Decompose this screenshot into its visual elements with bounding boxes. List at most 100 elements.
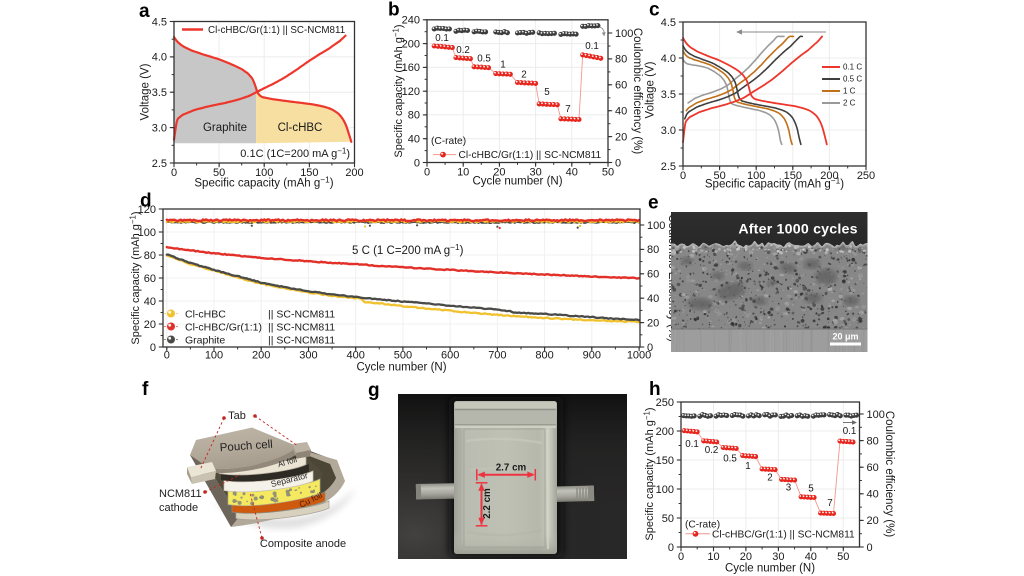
svg-text:1 C: 1 C: [843, 87, 856, 96]
svg-text:0.5: 0.5: [477, 54, 491, 65]
svg-text:2.2 cm: 2.2 cm: [482, 488, 493, 519]
svg-text:Coulombic efficiency (%): Coulombic efficiency (%): [883, 411, 895, 538]
svg-text:Graphite: Graphite: [203, 122, 247, 134]
svg-text:Specific capacity (mAh g−1): Specific capacity (mAh g−1): [391, 24, 405, 157]
svg-text:Cycle number (N): Cycle number (N): [356, 362, 446, 374]
svg-text:0.1: 0.1: [685, 439, 699, 450]
svg-text:Coulombic efficiency (%): Coulombic efficiency (%): [631, 28, 643, 155]
svg-text:c: c: [649, 0, 660, 21]
svg-text:800: 800: [535, 350, 553, 362]
svg-text:0.1C (1C=200 mA g−1): 0.1C (1C=200 mA g−1): [240, 146, 350, 160]
svg-text:3.5: 3.5: [152, 87, 167, 99]
svg-text:3.0: 3.0: [152, 122, 167, 134]
svg-text:100: 100: [656, 484, 674, 496]
svg-text:80: 80: [408, 110, 420, 122]
svg-text:Cl-cHBC/Gr(1:1) || SC-NCM811: Cl-cHBC/Gr(1:1) || SC-NCM811: [208, 25, 345, 36]
svg-text:Cl-cHBC/Gr(1:1): Cl-cHBC/Gr(1:1): [185, 322, 262, 334]
svg-text:50: 50: [662, 513, 674, 525]
svg-text:0: 0: [647, 342, 653, 354]
svg-text:NCM811: NCM811: [159, 488, 202, 500]
svg-text:200: 200: [402, 38, 420, 50]
svg-text:2: 2: [767, 473, 772, 484]
svg-text:0: 0: [668, 542, 674, 554]
svg-text:4.0: 4.0: [661, 53, 676, 65]
svg-text:Cl-cHBC/Gr(1:1) || SC-NCM811: Cl-cHBC/Gr(1:1) || SC-NCM811: [459, 150, 602, 161]
svg-text:80: 80: [615, 54, 627, 66]
svg-text:0.5: 0.5: [723, 454, 737, 465]
svg-text:0: 0: [164, 350, 170, 362]
svg-text:0: 0: [867, 542, 873, 554]
svg-text:40: 40: [647, 293, 659, 305]
svg-text:20: 20: [615, 131, 627, 143]
svg-text:Voltage (V): Voltage (V): [645, 61, 657, 118]
svg-text:300: 300: [299, 350, 317, 362]
svg-text:900: 900: [583, 350, 601, 362]
svg-text:250: 250: [656, 397, 674, 409]
svg-text:20: 20: [493, 166, 505, 178]
svg-text:1: 1: [745, 461, 750, 472]
svg-text:a: a: [139, 1, 150, 22]
svg-text:0: 0: [414, 157, 420, 169]
svg-text:30: 30: [529, 166, 541, 178]
svg-text:Specific capacity (mAh g−1): Specific capacity (mAh g−1): [128, 211, 142, 344]
svg-text:40: 40: [566, 166, 578, 178]
svg-text:100: 100: [205, 350, 223, 362]
svg-text:50: 50: [602, 166, 614, 178]
svg-text:Cycle number (N): Cycle number (N): [472, 176, 562, 188]
svg-text:60: 60: [144, 273, 156, 285]
svg-text:240: 240: [402, 15, 420, 27]
svg-text:Voltage (V): Voltage (V): [140, 63, 152, 120]
svg-text:2: 2: [521, 70, 526, 81]
svg-text:200: 200: [252, 350, 270, 362]
svg-text:7: 7: [827, 498, 832, 509]
svg-text:3: 3: [786, 483, 792, 494]
svg-text:50: 50: [213, 167, 225, 179]
svg-text:|| SC-NCM811: || SC-NCM811: [268, 335, 335, 347]
svg-text:10: 10: [457, 166, 469, 178]
svg-text:40: 40: [144, 296, 156, 308]
svg-text:g: g: [368, 380, 380, 401]
svg-text:f: f: [142, 379, 149, 400]
svg-text:e: e: [648, 193, 659, 214]
svg-text:700: 700: [488, 350, 506, 362]
svg-text:40: 40: [867, 489, 879, 501]
svg-text:80: 80: [144, 250, 156, 262]
svg-text:0.2: 0.2: [456, 45, 470, 56]
svg-text:0.2: 0.2: [705, 445, 719, 456]
svg-text:600: 600: [441, 350, 459, 362]
svg-text:60: 60: [867, 462, 879, 474]
svg-text:|| SC-NCM811: || SC-NCM811: [268, 309, 335, 321]
svg-text:60: 60: [647, 269, 659, 281]
svg-text:150: 150: [656, 455, 674, 467]
svg-text:Cl-cHBC/Gr(1:1) || SC-NCM811: Cl-cHBC/Gr(1:1) || SC-NCM811: [712, 530, 855, 541]
svg-text:Specific capacity (mAh g−1): Specific capacity (mAh g−1): [642, 407, 656, 540]
svg-text:3.5: 3.5: [661, 89, 676, 101]
svg-text:200: 200: [345, 167, 363, 179]
svg-text:20: 20: [647, 317, 659, 329]
svg-text:After 1000 cycles: After 1000 cycles: [738, 222, 857, 238]
svg-text:(C-rate): (C-rate): [685, 520, 720, 531]
svg-text:200: 200: [820, 170, 838, 182]
svg-text:120: 120: [402, 86, 420, 98]
svg-text:Cycle number (N): Cycle number (N): [725, 563, 815, 575]
svg-text:Specific capacity (mAh g−1): Specific capacity (mAh g−1): [194, 175, 333, 190]
svg-text:4.5: 4.5: [152, 16, 167, 28]
svg-text:2.7 cm: 2.7 cm: [496, 463, 527, 474]
svg-text:0.1: 0.1: [843, 426, 857, 437]
svg-text:b: b: [388, 0, 400, 21]
svg-text:120: 120: [138, 204, 156, 216]
svg-text:30: 30: [772, 551, 784, 563]
svg-text:(C-rate): (C-rate): [431, 136, 466, 147]
svg-text:Specific capacity (mAh g−1): Specific capacity (mAh g−1): [705, 176, 844, 191]
svg-text:0.5 C: 0.5 C: [843, 75, 862, 84]
svg-text:3.0: 3.0: [661, 125, 676, 137]
svg-text:40: 40: [408, 134, 420, 146]
svg-text:2 C: 2 C: [843, 99, 856, 108]
svg-text:60: 60: [615, 80, 627, 92]
svg-text:80: 80: [867, 435, 879, 447]
svg-text:50: 50: [837, 551, 849, 563]
svg-text:5: 5: [544, 87, 550, 98]
svg-text:400: 400: [347, 350, 365, 362]
svg-text:7: 7: [565, 104, 570, 115]
svg-text:250: 250: [857, 170, 875, 182]
